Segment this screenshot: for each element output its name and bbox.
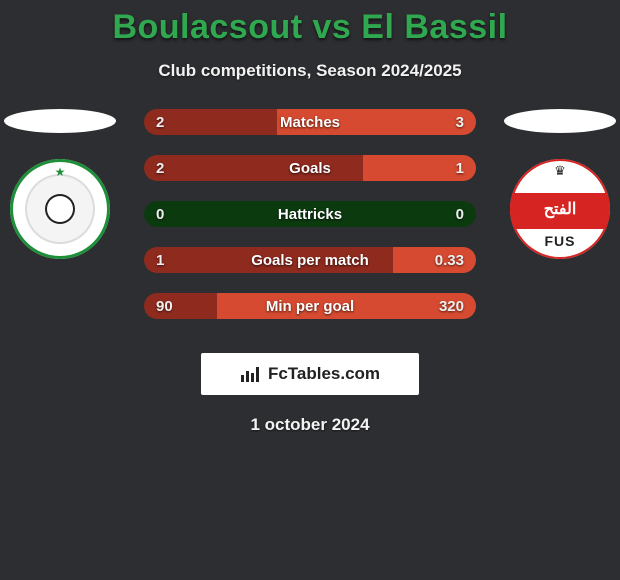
- title-player-left: Boulacsout: [112, 8, 302, 46]
- stat-value-right: 0: [444, 201, 476, 227]
- brand-badge: FcTables.com: [201, 353, 419, 395]
- right-name-plate: [504, 109, 616, 133]
- stat-value-right: 1: [444, 155, 476, 181]
- stat-row: 0 0Hattricks: [144, 201, 476, 227]
- stat-value-right: 320: [427, 293, 476, 319]
- left-player-column: ★: [0, 109, 120, 259]
- title-player-right: El Bassil: [361, 8, 507, 46]
- stat-row: 21Goals: [144, 155, 476, 181]
- raja-casablanca-crest-icon: ★: [10, 159, 110, 259]
- stat-value-left: 90: [144, 293, 185, 319]
- date-label: 1 october 2024: [0, 415, 620, 435]
- left-name-plate: [4, 109, 116, 133]
- brand-label: FcTables.com: [268, 364, 380, 384]
- stat-value-left: 0: [144, 201, 176, 227]
- stat-row: 90320Min per goal: [144, 293, 476, 319]
- stat-value-right: 3: [444, 109, 476, 135]
- stat-row: 10.33Goals per match: [144, 247, 476, 273]
- stat-value-right: 0.33: [423, 247, 476, 273]
- comparison-infographic: Boulacsout vs El Bassil Club competition…: [0, 0, 620, 580]
- stats-bars: 23Matches21Goals00Hattricks10.33Goals pe…: [130, 109, 490, 339]
- stat-value-left: 1: [144, 247, 176, 273]
- stat-value-left: 2: [144, 109, 176, 135]
- stat-label: Hattricks: [144, 201, 476, 227]
- stat-value-left: 2: [144, 155, 176, 181]
- stat-row: 23Matches: [144, 109, 476, 135]
- page-title: Boulacsout vs El Bassil: [0, 8, 620, 47]
- main-content: ★ 23Matches21Goals00Hattricks10.33Goals …: [0, 109, 620, 339]
- fus-rabat-crest-icon: ♛ الفتح FUS: [510, 159, 610, 259]
- subtitle: Club competitions, Season 2024/2025: [0, 61, 620, 81]
- stat-fill-left: [144, 247, 393, 273]
- title-vs: vs: [313, 8, 352, 46]
- bars-icon: [240, 365, 262, 383]
- stat-fill-left: [144, 155, 363, 181]
- right-player-column: ♛ الفتح FUS: [500, 109, 620, 259]
